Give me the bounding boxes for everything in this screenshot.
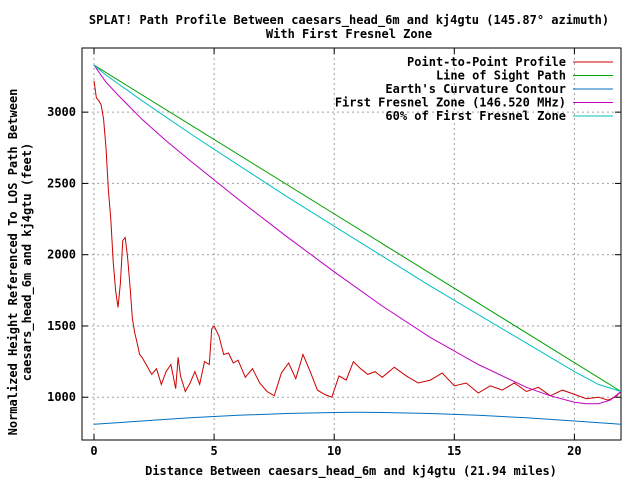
legend-label-line-of-sight-path: Line of Sight Path [436, 69, 566, 83]
legend-label-60-of-first-fresnel-zone: 60% of First Fresnel Zone [385, 109, 566, 123]
series-layer [93, 64, 622, 425]
x-tick-label: 0 [90, 444, 97, 458]
y-tick-label: 1000 [47, 390, 76, 404]
y-axis-label-line-1: Normalized Height Referenced To LOS Path… [6, 89, 20, 436]
series-line-line-of-sight-path [93, 64, 622, 392]
legend-label-point-to-point-profile: Point-to-Point Profile [407, 55, 566, 69]
y-tick-label: 2000 [47, 248, 76, 262]
x-axis-label: Distance Between caesars_head_6m and kj4… [145, 464, 557, 479]
grid-layer [82, 48, 621, 440]
plot-frame [81, 47, 622, 441]
y-tick-label: 3000 [47, 105, 76, 119]
chart-subtitle: With First Fresnel Zone [266, 27, 432, 41]
x-tick-label: 5 [210, 444, 217, 458]
series-line-earth-s-curvature-contour [93, 411, 622, 425]
y-tick-label: 1500 [47, 319, 76, 333]
y-axis-label-line-2: caesars_head_6m and kj4gtu (feet) [20, 143, 35, 381]
x-tick-label: 15 [447, 444, 461, 458]
tick-layer: 0 5 10 15 20 1000 1500 2000 2500 3000 [47, 48, 621, 458]
chart-title: SPLAT! Path Profile Between caesars_head… [89, 13, 609, 28]
x-tick-label: 10 [327, 444, 341, 458]
legend-label-first-fresnel-zone-146-520-mhz: First Fresnel Zone (146.520 MHz) [335, 96, 566, 110]
series-line-point-to-point-profile [93, 80, 622, 401]
legend-label-earth-s-curvature-contour: Earth's Curvature Contour [385, 82, 566, 96]
series-line-60-of-first-fresnel-zone [93, 64, 622, 392]
series-line-first-fresnel-zone-146-520-mhz [93, 64, 622, 405]
y-tick-label: 2500 [47, 176, 76, 190]
x-tick-label: 20 [567, 444, 581, 458]
